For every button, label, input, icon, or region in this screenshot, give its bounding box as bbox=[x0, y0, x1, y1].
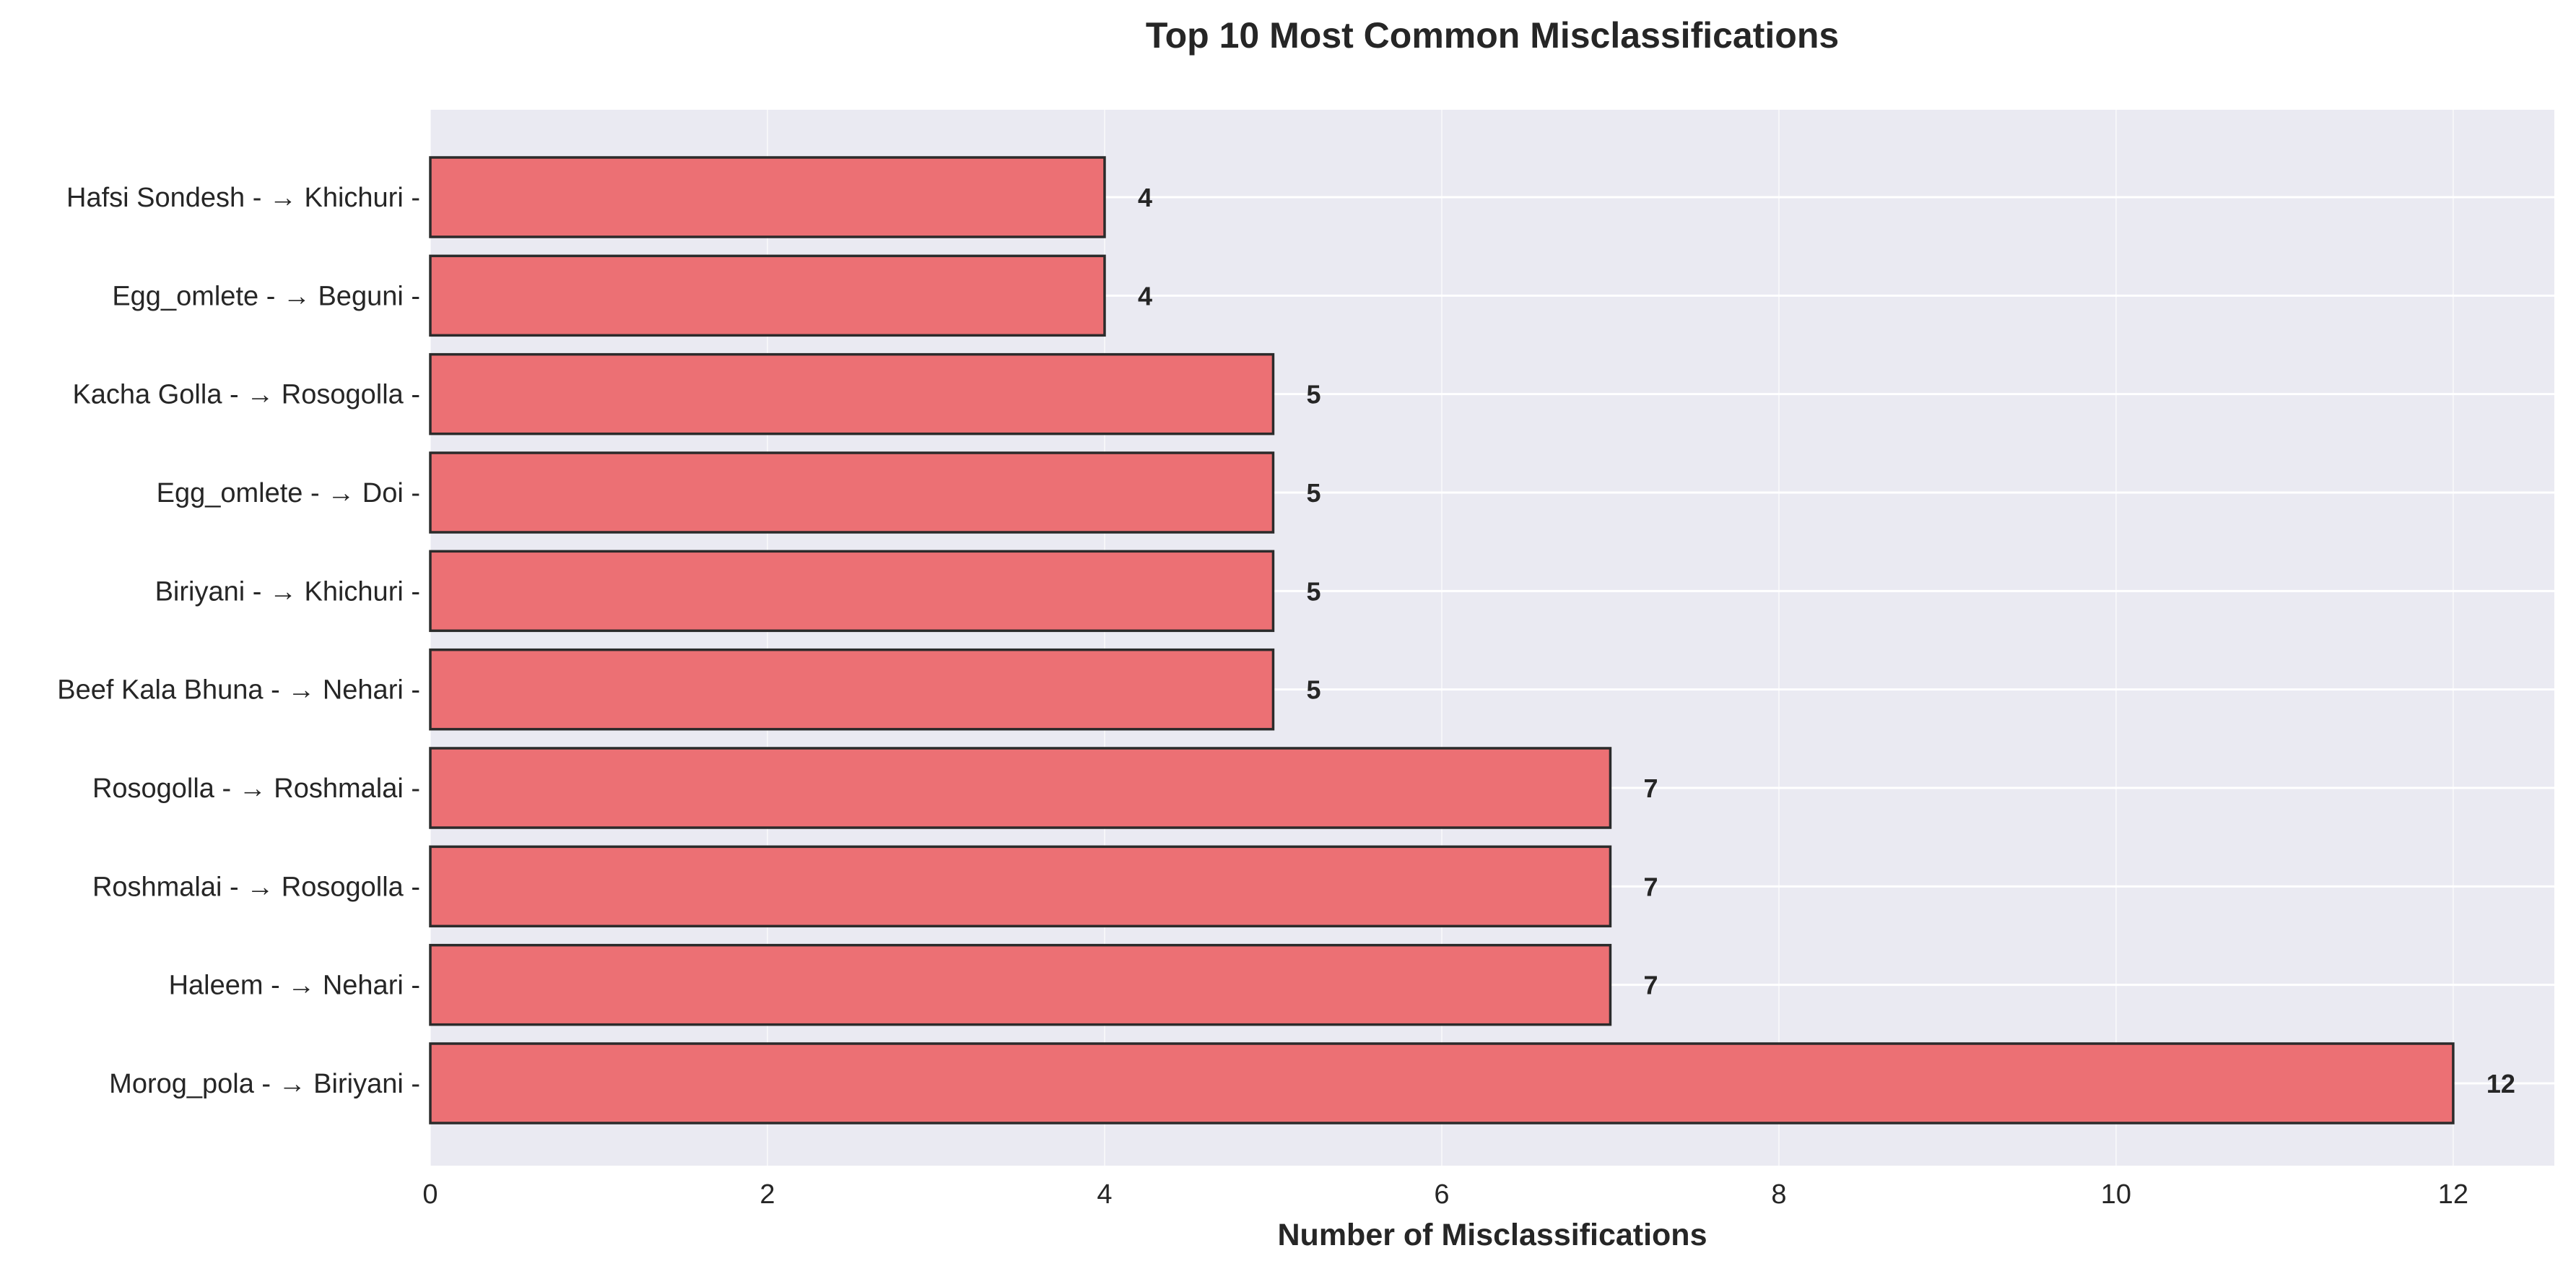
bar-value-label: 7 bbox=[1643, 971, 1658, 1000]
y-tick-label: Rosogolla - → Roshmalai - bbox=[92, 774, 420, 804]
bar bbox=[429, 648, 1275, 731]
y-tick-label: Kacha Golla - → Rosogolla - bbox=[72, 380, 420, 410]
bar-value-label: 7 bbox=[1643, 872, 1658, 901]
data-labels: 12 7 7 7 5 5 5 5 4 4 bbox=[1138, 183, 2515, 1098]
bar bbox=[429, 1042, 2455, 1124]
y-tick-label: Morog_pola - → Biriyani - bbox=[109, 1069, 420, 1099]
bar bbox=[429, 156, 1106, 238]
bar bbox=[429, 451, 1275, 534]
x-tick-label: 12 bbox=[2438, 1179, 2468, 1210]
x-tick-label: 0 bbox=[422, 1179, 438, 1210]
bar-value-label: 5 bbox=[1306, 576, 1320, 606]
bar-value-label: 4 bbox=[1138, 183, 1152, 212]
x-tick-label: 10 bbox=[2101, 1179, 2131, 1210]
y-tick-labels: Morog_pola - → Biriyani - Haleem - → Neha… bbox=[57, 183, 420, 1099]
x-tick-labels: 0 2 4 6 8 10 12 bbox=[422, 1179, 2468, 1210]
y-tick-label: Egg_omlete - → Doi - bbox=[157, 478, 420, 508]
y-tick-label: Egg_omlete - → Beguni - bbox=[112, 281, 420, 311]
chart-title: Top 10 Most Common Misclassifications bbox=[1146, 15, 1839, 56]
x-axis-label: Number of Misclassifications bbox=[1278, 1218, 1707, 1252]
y-tick-label: Haleem - → Nehari - bbox=[169, 971, 420, 1001]
bar-value-label: 7 bbox=[1643, 774, 1658, 803]
bar-value-label: 5 bbox=[1306, 380, 1320, 410]
bar-value-label: 5 bbox=[1306, 675, 1320, 705]
y-tick-label: Biriyani - → Khichuri - bbox=[155, 576, 420, 607]
x-tick-label: 8 bbox=[1771, 1179, 1786, 1210]
bar bbox=[429, 550, 1275, 633]
y-tick-label: Hafsi Sondesh - → Khichuri - bbox=[66, 183, 420, 213]
bars bbox=[429, 156, 2455, 1124]
bar-value-label: 4 bbox=[1138, 281, 1152, 311]
x-tick-label: 6 bbox=[1434, 1179, 1449, 1210]
bar bbox=[429, 943, 1612, 1026]
y-tick-label: Beef Kala Bhuna - → Nehari - bbox=[57, 675, 420, 706]
bar-value-label: 5 bbox=[1306, 478, 1320, 508]
bar bbox=[429, 747, 1612, 829]
bar-value-label: 12 bbox=[2486, 1069, 2515, 1098]
bar bbox=[429, 254, 1106, 337]
y-tick-label: Roshmalai - → Rosogolla - bbox=[92, 872, 420, 902]
x-tick-label: 4 bbox=[1097, 1179, 1112, 1210]
bar bbox=[429, 352, 1275, 436]
x-tick-label: 2 bbox=[760, 1179, 775, 1210]
bar bbox=[429, 845, 1612, 928]
